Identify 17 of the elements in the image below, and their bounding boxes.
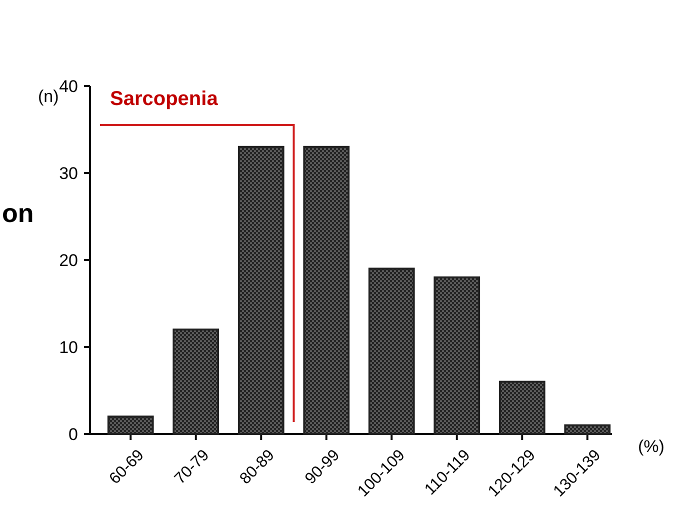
bar bbox=[368, 268, 415, 435]
x-axis-title: (%) bbox=[638, 437, 664, 456]
y-axis-title: (n) bbox=[38, 87, 59, 106]
y-tick-label: 40 bbox=[59, 76, 78, 96]
bar bbox=[564, 424, 611, 435]
bar bbox=[434, 276, 480, 435]
y-tick-label: 10 bbox=[59, 338, 78, 357]
y-tick-label: 0 bbox=[68, 424, 78, 444]
bar bbox=[172, 328, 220, 435]
bar bbox=[303, 146, 350, 435]
y-tick-label: 20 bbox=[59, 250, 78, 270]
bar bbox=[238, 146, 284, 435]
text: on bbox=[2, 198, 34, 228]
annotation: Sarcopenia bbox=[110, 88, 219, 110]
y-tick-label: 30 bbox=[59, 164, 78, 183]
bar bbox=[107, 416, 154, 435]
bar bbox=[498, 380, 546, 435]
